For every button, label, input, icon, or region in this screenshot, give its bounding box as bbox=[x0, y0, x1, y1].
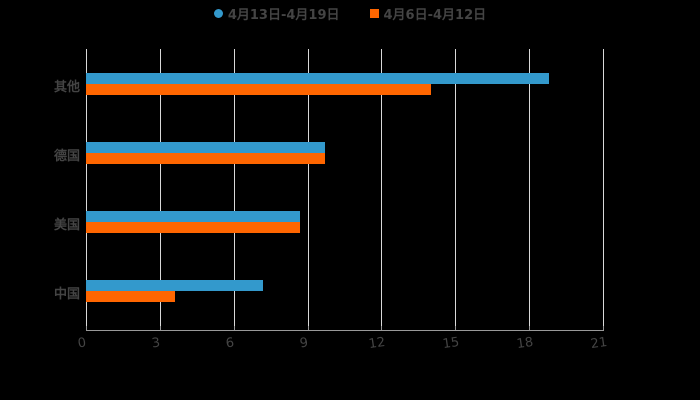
x-tick-label: 12 bbox=[367, 334, 387, 353]
gridline bbox=[234, 49, 235, 330]
bar-series-2[interactable] bbox=[86, 291, 175, 302]
bar-series-1[interactable] bbox=[86, 280, 263, 291]
legend-item-series-2[interactable]: 4月6日-4月12日 bbox=[369, 4, 487, 23]
x-tick-label: 21 bbox=[589, 334, 609, 353]
category-label: 中国 bbox=[53, 287, 80, 302]
category-label: 其他 bbox=[53, 80, 80, 95]
legend-label: 4月6日-4月12日 bbox=[383, 7, 487, 23]
gridline bbox=[86, 49, 87, 330]
x-tick-label: 6 bbox=[224, 335, 236, 352]
x-tick bbox=[234, 326, 235, 331]
bar-series-2[interactable] bbox=[86, 153, 325, 164]
x-tick-label: 9 bbox=[298, 335, 310, 352]
bar-series-2[interactable] bbox=[86, 84, 431, 95]
gridline bbox=[308, 49, 309, 330]
bar-series-1[interactable] bbox=[86, 142, 325, 153]
gridline bbox=[455, 49, 456, 330]
bar-series-2[interactable] bbox=[86, 222, 300, 233]
category-label: 美国 bbox=[53, 218, 80, 233]
category-label: 德国 bbox=[53, 149, 80, 164]
x-tick bbox=[603, 326, 604, 331]
x-tick-label: 3 bbox=[150, 335, 162, 352]
x-tick-label: 18 bbox=[515, 334, 535, 353]
gridline bbox=[160, 49, 161, 330]
bar-series-1[interactable] bbox=[86, 211, 300, 222]
plot-area bbox=[86, 49, 604, 330]
legend-item-series-1[interactable]: 4月13日-4月19日 bbox=[213, 4, 340, 23]
x-tick bbox=[86, 326, 87, 331]
circle-marker-icon bbox=[213, 8, 223, 18]
legend: 4月13日-4月19日 4月6日-4月12日 bbox=[0, 4, 700, 23]
legend-label: 4月13日-4月19日 bbox=[227, 7, 340, 23]
gridline bbox=[529, 49, 530, 330]
x-axis-line bbox=[86, 330, 603, 331]
square-marker-icon bbox=[369, 8, 379, 18]
x-tick bbox=[455, 326, 456, 331]
x-tick-label: 0 bbox=[76, 335, 88, 352]
x-tick bbox=[160, 326, 161, 331]
bar-series-1[interactable] bbox=[86, 73, 549, 84]
gridline bbox=[603, 49, 604, 330]
x-tick bbox=[529, 326, 530, 331]
gridline bbox=[381, 49, 382, 330]
x-tick-label: 15 bbox=[441, 334, 461, 353]
x-tick bbox=[381, 326, 382, 331]
x-tick bbox=[308, 326, 309, 331]
